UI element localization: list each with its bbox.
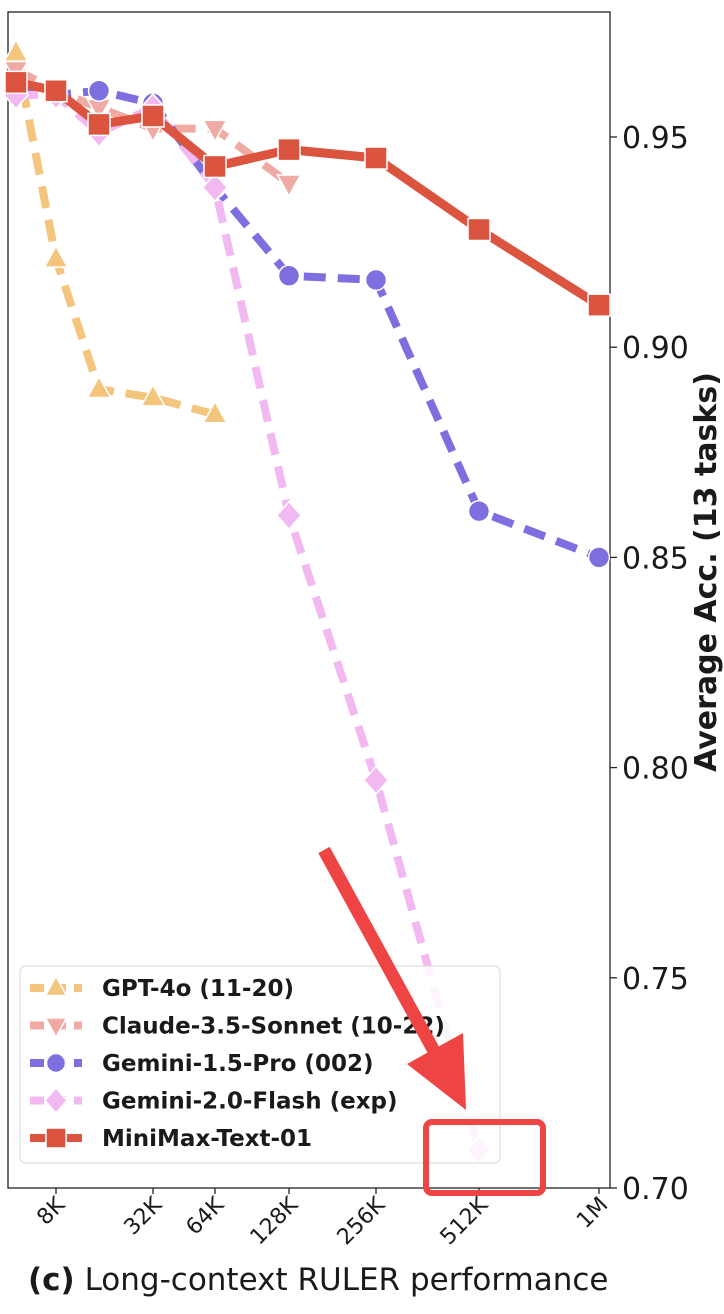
- x-tick-label: 32K: [120, 1192, 168, 1240]
- legend-label: Gemini-2.0-Flash (exp): [102, 1089, 398, 1115]
- y-tick-label: 0.95: [622, 121, 689, 156]
- ruler-chart: 0.70 0.75 0.80 0.85 0.90 0.95 Average Acc. (13…: [2, 11, 724, 1250]
- data-point: [277, 264, 301, 287]
- data-point: [202, 400, 228, 424]
- legend-item-gemini-2-0-flash-exp: Gemini-2.0-Flash (exp): [30, 1086, 398, 1115]
- legend-label: Gemini-1.5-Pro (002): [102, 1051, 373, 1077]
- legend-label: MiniMax-Text-01: [102, 1126, 312, 1152]
- data-point: [276, 174, 302, 198]
- data-point: [201, 172, 229, 203]
- y-tick-label: 0.75: [622, 962, 689, 997]
- data-point: [141, 104, 165, 128]
- x-tick-label: 1M: [572, 1193, 613, 1234]
- legend-label: Claude-3.5-Sonnet (10-22): [102, 1014, 445, 1040]
- data-point: [203, 154, 227, 179]
- y-axis-label: Average Acc. (13 tasks): [689, 372, 724, 772]
- arrow-shaft: [318, 846, 446, 1066]
- data-point: [86, 375, 112, 399]
- data-point: [277, 137, 301, 162]
- plot-area-group: [7, 11, 611, 1189]
- legend: GPT-4o (11-20) Claude-3.5-Sonnet (10-22) G…: [19, 965, 501, 1164]
- data-point: [87, 79, 111, 102]
- series-group: [2, 38, 611, 1166]
- data-point: [275, 500, 303, 531]
- y-tick-label: 0.80: [622, 752, 689, 787]
- series-line: [12, 52, 217, 419]
- data-point: [87, 112, 111, 137]
- highlight-box: [423, 1119, 546, 1196]
- data-point: [140, 383, 166, 407]
- legend-marker: [44, 1017, 68, 1039]
- x-tick-label: 512K: [436, 1192, 494, 1250]
- data-point: [364, 268, 388, 292]
- legend-marker: [45, 1127, 67, 1149]
- series-gpt-4o-11-20: [3, 38, 228, 424]
- legend-item-gpt-4o-11-20: GPT-4o (11-20): [30, 974, 294, 1002]
- y-tick-label: 0.70: [622, 1172, 689, 1207]
- figure-caption: (c) Long-context RULER performance: [28, 1262, 609, 1298]
- data-point: [364, 146, 388, 170]
- x-tick-label: 256K: [333, 1192, 391, 1250]
- annotation-group: [318, 846, 546, 1196]
- legend-marker: [44, 1086, 68, 1115]
- data-point: [4, 70, 28, 95]
- data-point: [587, 546, 611, 569]
- legend-item-claude-3-5-sonnet-10-22: Claude-3.5-Sonnet (10-22): [30, 1014, 445, 1040]
- y-tick-label: 0.90: [622, 331, 689, 366]
- legend-item-gemini-1-5-pro-002: Gemini-1.5-Pro (002): [30, 1051, 373, 1077]
- data-point: [44, 79, 68, 103]
- y-tick-label: 0.85: [622, 541, 689, 576]
- legend-item-minimax-text-01: MiniMax-Text-01: [30, 1126, 312, 1152]
- caption-text: Long-context RULER performance: [74, 1262, 609, 1298]
- data-point: [43, 244, 69, 268]
- data-point: [362, 765, 390, 796]
- legend-marker: [45, 1052, 67, 1074]
- caption-label: (c): [28, 1262, 75, 1298]
- legend-marker: [44, 974, 68, 997]
- series-minimax-text-01: [4, 70, 611, 317]
- x-tick-label: 8K: [32, 1192, 70, 1230]
- data-point: [202, 119, 228, 143]
- series-line: [15, 82, 601, 562]
- x-tick-label: 64K: [182, 1192, 230, 1240]
- data-point: [587, 293, 611, 317]
- plot-frame: [7, 11, 611, 1189]
- legend-label: GPT-4o (11-20): [102, 976, 294, 1002]
- data-point: [467, 499, 491, 523]
- legend-box: [19, 965, 501, 1164]
- data-point: [467, 217, 491, 242]
- arrow-head: [407, 1033, 466, 1110]
- x-tick-label: 128K: [246, 1192, 304, 1250]
